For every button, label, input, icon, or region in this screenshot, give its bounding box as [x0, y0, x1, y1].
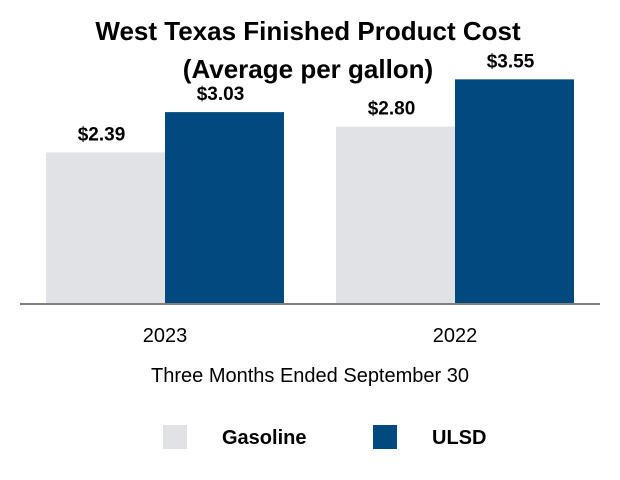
chart-subtitle: (Average per gallon): [183, 54, 433, 84]
legend-label-gasoline: Gasoline: [222, 427, 306, 449]
bar-ulsd-2023: [165, 112, 284, 303]
x-tick-2023: 2023: [143, 325, 188, 347]
x-tick-2022: 2022: [433, 325, 478, 347]
value-label-gasoline-2022: $2.80: [368, 99, 416, 120]
bar-ulsd-2022: [455, 79, 574, 303]
legend-swatch-ulsd: [373, 425, 397, 449]
chart-title: West Texas Finished Product Cost: [95, 16, 521, 46]
x-tick-labels: 2023 2022: [143, 325, 478, 347]
x-axis-label: Three Months Ended September 30: [151, 365, 469, 387]
value-label-ulsd-2022: $3.55: [487, 51, 535, 72]
legend-label-ulsd: ULSD: [432, 427, 486, 449]
value-label-ulsd-2023: $3.03: [197, 84, 245, 105]
bar-gasoline-2023: [46, 152, 165, 303]
legend-swatch-gasoline: [163, 425, 187, 449]
legend: Gasoline ULSD: [163, 425, 486, 449]
value-label-gasoline-2023: $2.39: [78, 124, 126, 145]
value-labels-group: $2.39 $3.03 $2.80 $3.55: [78, 51, 535, 145]
bar-gasoline-2022: [336, 126, 455, 303]
bars-group: [46, 79, 574, 303]
